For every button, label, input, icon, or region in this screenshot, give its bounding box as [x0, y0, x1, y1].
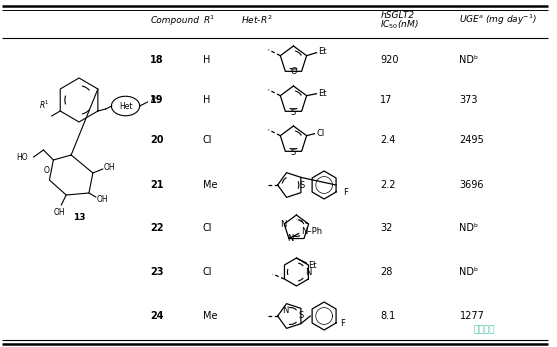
Text: 373: 373	[460, 95, 478, 105]
Text: NDᵇ: NDᵇ	[460, 267, 478, 277]
Text: 2.4: 2.4	[380, 135, 396, 145]
Text: HO: HO	[16, 152, 28, 161]
Text: Cl: Cl	[203, 135, 212, 145]
Text: Me: Me	[203, 311, 217, 321]
Text: N: N	[282, 306, 289, 315]
Text: Compound: Compound	[150, 16, 199, 25]
Text: 17: 17	[380, 95, 393, 105]
Text: Cl: Cl	[316, 129, 325, 138]
Text: H: H	[203, 95, 210, 105]
Text: Cl: Cl	[203, 223, 212, 233]
Text: 20: 20	[150, 135, 164, 145]
Text: F: F	[340, 319, 345, 328]
Text: 18: 18	[150, 55, 164, 65]
Text: $R^1$: $R^1$	[39, 99, 50, 111]
Text: Cl: Cl	[203, 267, 212, 277]
Text: S: S	[291, 148, 296, 157]
Text: 2495: 2495	[460, 135, 484, 145]
Text: 23: 23	[150, 267, 164, 277]
Text: 32: 32	[380, 223, 393, 233]
Text: Het-$R^2$: Het-$R^2$	[241, 14, 272, 26]
Text: O: O	[43, 166, 50, 175]
Text: Me: Me	[203, 180, 217, 190]
Text: 24: 24	[150, 311, 164, 321]
Text: 21: 21	[150, 180, 164, 190]
Text: N: N	[305, 268, 311, 277]
Text: 13: 13	[73, 213, 85, 222]
Text: Het: Het	[119, 102, 133, 110]
Text: 8.1: 8.1	[380, 311, 395, 321]
Text: 920: 920	[380, 55, 399, 65]
Text: $IC_{50}$(nM): $IC_{50}$(nM)	[380, 19, 419, 31]
Text: S: S	[299, 312, 304, 321]
Text: OH: OH	[104, 162, 115, 171]
Text: N: N	[287, 234, 293, 243]
Text: S: S	[299, 180, 305, 189]
Text: 22: 22	[150, 223, 164, 233]
Text: F: F	[343, 187, 348, 196]
Text: $R^2$: $R^2$	[149, 94, 160, 106]
Text: 药事纵横: 药事纵横	[473, 325, 495, 335]
Text: 3696: 3696	[460, 180, 484, 190]
Text: Et: Et	[319, 89, 327, 98]
Text: O: O	[290, 67, 297, 76]
Text: 28: 28	[380, 267, 393, 277]
Text: N–Ph: N–Ph	[301, 227, 322, 236]
Text: 19: 19	[150, 95, 164, 105]
Text: S: S	[291, 108, 296, 117]
Text: UGE$^a$ (mg day$^{-1}$): UGE$^a$ (mg day$^{-1}$)	[460, 13, 538, 27]
Text: hSGLT2: hSGLT2	[380, 10, 414, 19]
Text: H: H	[203, 55, 210, 65]
Text: 1277: 1277	[460, 311, 485, 321]
Text: NDᵇ: NDᵇ	[460, 55, 478, 65]
Text: Et: Et	[308, 261, 317, 270]
Text: N: N	[280, 220, 286, 229]
Text: Et: Et	[319, 47, 327, 56]
Text: NDᵇ: NDᵇ	[460, 223, 478, 233]
Text: $R^1$: $R^1$	[203, 14, 215, 26]
Text: OH: OH	[53, 208, 65, 217]
Text: 2.2: 2.2	[380, 180, 396, 190]
Text: OH: OH	[97, 195, 109, 203]
